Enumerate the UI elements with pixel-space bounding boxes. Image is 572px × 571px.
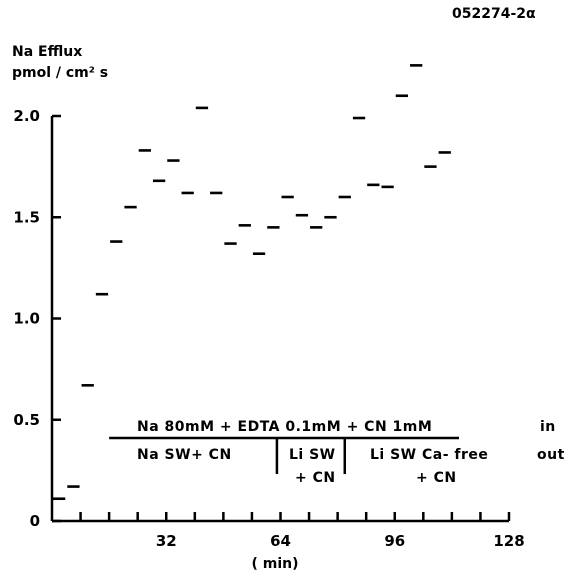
y-axis-title-line1: Na Efflux [12,44,82,60]
x-tick-group: 32 64 96 128 [79,512,525,550]
segment-2-label-line2: + CN [295,470,336,486]
top-solution-label: Na 80mM + EDTA 0.1mM + CN 1mM [137,419,432,435]
y-tick-label: 0 [30,512,40,530]
x-tick-label: 96 [384,532,405,550]
x-tick-label: 32 [156,532,177,550]
experiment-id: 052274-2α [452,6,536,22]
segment-2-label: Li SW [289,447,336,463]
y-tick-label: 1.0 [13,310,40,328]
segment-3-label-line2: + CN [416,470,457,486]
in-label: in [540,419,556,435]
y-axis-title-line2: pmol / cm² s [12,65,108,81]
data-marks [53,64,451,501]
x-axis-title: ( min) [251,556,298,571]
x-tick-label: 128 [493,532,524,550]
solution-annotation: Na 80mM + EDTA 0.1mM + CN 1mM in out Na … [109,419,565,486]
y-tick-label: 0.5 [13,411,40,429]
y-tick-label: 1.5 [13,208,40,226]
y-tick-group: 0 0.5 1.0 1.5 2.0 [13,107,61,530]
y-tick-label: 2.0 [13,107,40,125]
out-label: out [537,447,565,463]
x-tick-label: 64 [270,532,291,550]
segment-3-label: Li SW Ca- free [370,447,488,463]
segment-1-label: Na SW+ CN [137,447,232,463]
